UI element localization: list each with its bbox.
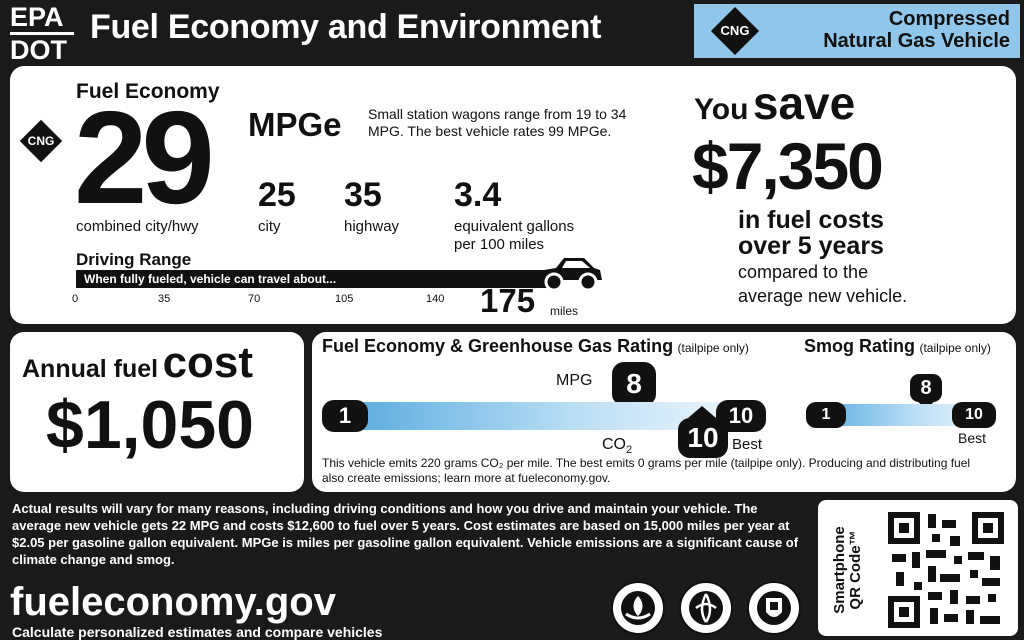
ghg-high-value: 10: [728, 403, 754, 428]
ratings-panel: Fuel Economy & Greenhouse Gas Rating (ta…: [312, 332, 1016, 492]
smog-low-box: 1: [806, 402, 846, 428]
site-tagline: Calculate personalized estimates and com…: [12, 624, 383, 640]
ghg-low-value: 1: [338, 403, 352, 428]
ghg-heading: Fuel Economy & Greenhouse Gas Rating (ta…: [322, 336, 749, 357]
smog-high-box: 10: [952, 402, 996, 428]
dot-seal-icon: [678, 580, 734, 636]
emissions-note: This vehicle emits 220 grams CO₂ per mil…: [322, 456, 971, 485]
ghg-heading-note: (tailpipe only): [677, 341, 749, 355]
save-text: save: [752, 77, 856, 129]
fuel-economy-panel: Fuel Economy CNG 29 MPGe combined city/h…: [10, 66, 1016, 324]
logo-divider: [10, 32, 74, 35]
smog-heading-text: Smog Rating: [804, 336, 915, 356]
gallons-label-line1: equivalent gallons: [454, 218, 575, 235]
disclaimer-text: Actual results will vary for many reason…: [12, 501, 799, 567]
savings-amount: $7,350: [692, 129, 884, 203]
range-caption: When fully fueled, vehicle can travel ab…: [84, 272, 337, 286]
annual-cost-heading: Annual fuel cost: [22, 338, 253, 388]
qr-panel: Smartphone QR Code™: [818, 500, 1018, 636]
range-tick-105: 105: [335, 293, 354, 305]
cost-text: cost: [162, 338, 254, 387]
fuel-economy-heading: Fuel Economy: [76, 80, 220, 103]
co2-subscript: 2: [626, 444, 633, 457]
savings-line3: compared to the: [738, 262, 869, 282]
vehicle-type-line2: Natural Gas Vehicle: [823, 30, 1010, 52]
range-value: 175: [480, 282, 536, 319]
you-save-line: You save: [694, 76, 855, 130]
ghg-low-box: 1: [322, 400, 368, 432]
qr-label-line2: QR Code™: [847, 530, 864, 610]
co2-scale-label: CO2: [602, 436, 632, 456]
car-icon: [536, 256, 604, 292]
smog-high-value: 10: [965, 406, 983, 423]
co2-rating-value: 10: [687, 422, 719, 453]
gallons-per-100: 3.4: [454, 176, 502, 214]
co2-marker-pointer: [688, 406, 716, 418]
vehicle-type-line1: Compressed: [888, 8, 1010, 30]
co2-rating-marker: 10: [678, 418, 728, 458]
doe-seal-icon: [746, 580, 802, 636]
range-bar-fill: [76, 270, 550, 288]
city-label: city: [258, 218, 281, 235]
savings-line4: average new vehicle.: [738, 286, 908, 306]
mpge-unit: MPGe: [248, 106, 342, 143]
ghg-best-label: Best: [732, 436, 763, 453]
annual-cost-panel: Annual fuel cost $1,050: [10, 332, 304, 492]
epa-dot-logo: EPA DOT: [10, 4, 76, 64]
mpg-scale-label: MPG: [556, 372, 593, 389]
annual-fuel-text: Annual fuel: [22, 355, 159, 383]
highway-mpg: 35: [344, 176, 382, 214]
co2-text: CO: [602, 436, 626, 453]
savings-line1: in fuel costs: [738, 206, 884, 234]
combined-mpge: 29: [74, 84, 215, 231]
savings-line2: over 5 years: [738, 232, 884, 260]
range-tick-0: 0: [72, 293, 79, 305]
you-text: You: [694, 93, 749, 126]
vehicle-type-text: Compressed Natural Gas Vehicle: [823, 8, 1010, 52]
driving-range-heading: Driving Range: [76, 250, 192, 269]
smog-heading-note: (tailpipe only): [919, 341, 991, 355]
smog-scale-bar: [806, 404, 996, 426]
dot-text: DOT: [10, 35, 67, 65]
vehicle-type-banner: CNG Compressed Natural Gas Vehicle: [694, 4, 1020, 58]
ghg-heading-text: Fuel Economy & Greenhouse Gas Rating: [322, 336, 674, 356]
range-tick-140: 140: [426, 293, 445, 305]
cng-badge-text: CNG: [720, 23, 750, 38]
range-tick-70: 70: [248, 293, 261, 305]
epa-seal-icon: [610, 580, 666, 636]
mpg-rating-value: 8: [626, 368, 642, 399]
range-tick-35: 35: [158, 293, 171, 305]
city-mpg: 25: [258, 176, 296, 214]
qr-label-line1: Smartphone: [831, 526, 848, 614]
cng-small-badge: CNG: [27, 134, 55, 148]
highway-label: highway: [344, 218, 400, 235]
ghg-high-box: 10: [716, 400, 766, 432]
smog-low-value: 1: [821, 406, 831, 423]
range-unit: miles: [550, 304, 579, 318]
gallons-label: equivalent gallons per 100 miles: [454, 218, 574, 254]
fueleconomy-site[interactable]: fueleconomy.gov: [10, 580, 336, 624]
annual-cost-amount: $1,050: [46, 387, 254, 463]
mpg-rating-marker: 8: [612, 362, 656, 406]
smog-rating-value: 8: [920, 377, 932, 399]
class-comparison: Small station wagons range from 19 to 34…: [368, 106, 627, 139]
gallons-label-line2: per 100 miles: [454, 236, 545, 253]
epa-text: EPA: [10, 2, 64, 32]
smog-rating-marker: 8: [910, 374, 942, 402]
combined-label: combined city/hwy: [76, 218, 199, 235]
qr-code-icon[interactable]: [888, 512, 1004, 628]
label-title: Fuel Economy and Environment: [90, 8, 602, 46]
smog-heading: Smog Rating (tailpipe only): [804, 336, 991, 357]
qr-label: Smartphone QR Code™: [831, 510, 864, 630]
smog-best-label: Best: [958, 430, 987, 446]
